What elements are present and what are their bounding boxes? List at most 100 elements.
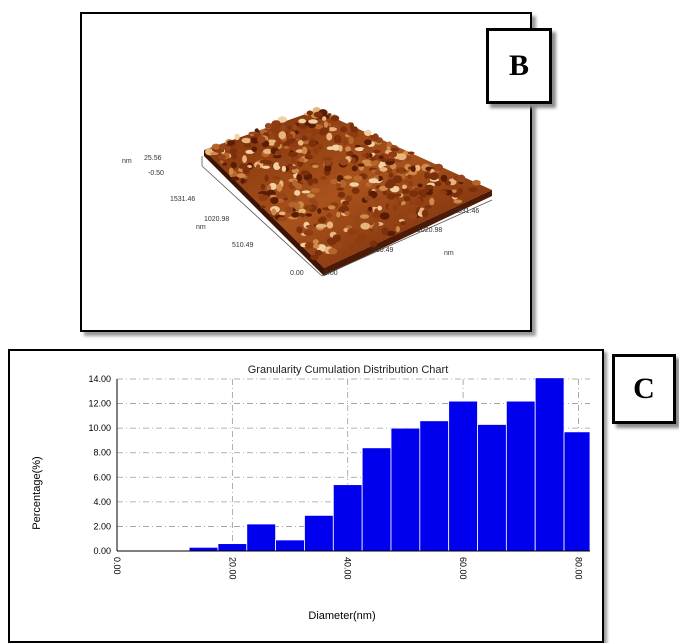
- afm-grain: [237, 148, 247, 153]
- afm-grain: [292, 179, 298, 187]
- afm-grain: [305, 224, 315, 229]
- afm-grain: [384, 181, 395, 189]
- afm-grain: [306, 110, 313, 116]
- axis-layer: 0.00 2.00 4.00 6.00 8.00 10.00 12.00 14.00 0.00 2…: [88, 374, 590, 580]
- afm-grain: [319, 216, 327, 224]
- panel-b-label: B: [486, 28, 552, 104]
- afm-grain: [298, 212, 304, 216]
- afm-surface-left-face: [204, 150, 324, 276]
- afm-grain: [343, 138, 348, 146]
- afm-grain: [354, 147, 365, 152]
- afm-grain: [320, 176, 327, 180]
- afm-grain: [415, 201, 424, 206]
- afm-grain: [353, 215, 362, 222]
- afm-grain: [388, 172, 394, 178]
- afm-grain: [332, 234, 342, 242]
- y-tick-label: 8.00: [93, 448, 111, 458]
- afm-grain: [336, 211, 341, 218]
- afm-grain: [284, 206, 293, 213]
- afm-grain: [402, 188, 410, 195]
- x-axis-label: Diameter(nm): [308, 610, 375, 622]
- afm-grain: [344, 211, 350, 216]
- afm-grain: [345, 146, 351, 153]
- afm-grain: [313, 147, 319, 155]
- afm-grain: [408, 169, 418, 176]
- afm-grain: [395, 193, 402, 197]
- afm-grain: [410, 165, 416, 172]
- afm-grain: [276, 183, 283, 192]
- afm-grain: [250, 137, 260, 144]
- afm-grain: [347, 228, 355, 236]
- afm-grain: [335, 183, 342, 188]
- afm-grain: [390, 147, 400, 152]
- afm-grain: [272, 176, 281, 180]
- x-tick-label: 0.00: [112, 557, 122, 575]
- afm-grain: [291, 194, 297, 201]
- y-tick-label: 12.00: [88, 399, 111, 409]
- afm-grain: [274, 141, 280, 148]
- afm-grain: [394, 196, 400, 200]
- histogram-bar: [217, 543, 248, 552]
- afm-grain: [231, 176, 240, 181]
- afm-grain: [372, 225, 378, 232]
- afm-grain: [439, 190, 448, 195]
- afm-grain: [271, 208, 277, 216]
- afm-grain: [298, 158, 305, 162]
- afm-surface-right-face: [324, 190, 492, 276]
- afm-grain: [263, 160, 273, 165]
- afm-grain: [373, 197, 381, 202]
- afm-grain: [397, 197, 404, 202]
- afm-grain: [395, 226, 400, 233]
- y-tick-label: 2.00: [93, 521, 111, 531]
- afm-grain: [257, 136, 266, 144]
- afm-grain: [370, 157, 376, 161]
- afm-grain: [348, 243, 354, 250]
- afm-grain: [308, 119, 318, 124]
- afm-grain: [339, 158, 349, 166]
- afm-grain: [468, 187, 478, 192]
- afm-grain: [261, 165, 270, 169]
- afm-grain: [318, 224, 327, 228]
- afm-grain: [326, 146, 335, 150]
- afm-grain: [278, 211, 286, 216]
- afm-grain: [291, 168, 300, 174]
- afm-grain: [297, 140, 304, 146]
- afm-grain: [240, 178, 245, 184]
- afm-grain: [386, 230, 396, 236]
- afm-grain: [408, 212, 418, 220]
- afm-grain: [400, 221, 406, 226]
- afm-grain: [407, 151, 415, 155]
- afm-grain: [328, 248, 338, 255]
- afm-x-unit: nm: [444, 250, 454, 257]
- afm-grains: [205, 107, 481, 261]
- afm-grain: [303, 204, 313, 211]
- afm-grain: [434, 181, 442, 187]
- afm-grain: [387, 204, 393, 212]
- afm-y-tick: 0.00: [290, 270, 304, 277]
- afm-grain: [227, 140, 234, 146]
- afm-grain: [278, 159, 286, 168]
- afm-grain: [301, 146, 308, 155]
- afm-grain: [294, 190, 301, 196]
- afm-grain: [293, 202, 301, 210]
- afm-grain: [388, 151, 398, 158]
- histogram-bar: [477, 424, 507, 552]
- afm-grain: [263, 148, 273, 154]
- afm-y-tick: 510.49: [232, 242, 254, 249]
- afm-grain: [283, 145, 290, 149]
- afm-grain: [348, 136, 354, 145]
- afm-grain: [319, 127, 329, 135]
- afm-grain: [245, 149, 255, 154]
- afm-grain: [379, 212, 390, 220]
- afm-grain: [242, 166, 250, 174]
- afm-grain: [308, 123, 316, 129]
- afm-grain: [288, 165, 297, 170]
- afm-grain: [260, 183, 266, 191]
- afm-grain: [317, 143, 323, 151]
- afm-grain: [277, 216, 287, 222]
- afm-grain: [364, 129, 372, 136]
- afm-grain: [243, 143, 252, 148]
- afm-grain: [365, 181, 373, 188]
- afm-grain: [359, 214, 370, 219]
- afm-grain: [425, 166, 433, 171]
